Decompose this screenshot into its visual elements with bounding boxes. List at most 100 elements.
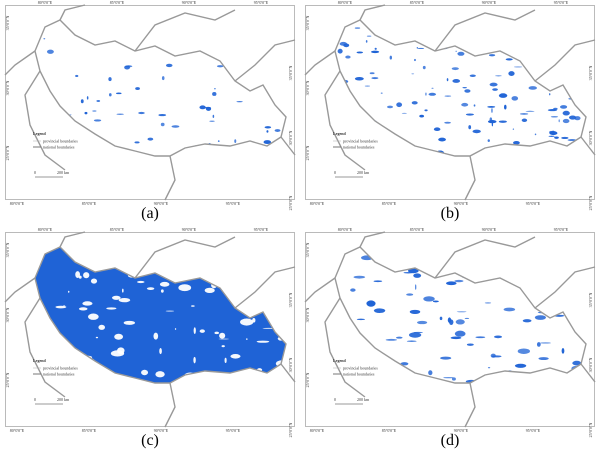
patch	[343, 43, 350, 48]
panel-label: (a)	[141, 205, 159, 222]
patch	[171, 125, 180, 128]
lon-label-top: 85°0'0"E	[110, 0, 125, 5]
boundary-line	[324, 297, 366, 398]
scale-end: 200 km	[357, 397, 370, 402]
lon-label-bottom: 80°0'0"E	[10, 201, 25, 206]
gap	[75, 271, 80, 279]
lat-label-right: 30°0'0"N	[588, 357, 593, 372]
patch	[525, 110, 535, 112]
patch	[487, 139, 490, 142]
boundary-line	[4, 50, 36, 76]
region-outline	[334, 19, 587, 157]
patch	[416, 47, 419, 49]
patch	[413, 273, 422, 278]
scale-start: 0	[34, 397, 36, 402]
patch	[489, 117, 493, 122]
patch	[80, 99, 84, 104]
lon-label-top: 95°0'0"E	[254, 227, 269, 232]
patch	[455, 319, 465, 325]
patch	[75, 74, 79, 78]
patch	[491, 355, 502, 358]
patch	[446, 78, 449, 82]
patch	[84, 111, 88, 115]
boundary-line	[359, 231, 386, 248]
gap	[123, 320, 136, 325]
patch	[522, 319, 532, 323]
lon-label-top: 85°0'0"E	[410, 0, 425, 5]
lat-label-right: 35°0'0"N	[588, 292, 593, 307]
boundary-line	[534, 266, 596, 309]
lon-label-bottom: 85°0'0"E	[82, 428, 97, 433]
gap	[224, 357, 227, 363]
patch	[374, 47, 377, 50]
patch	[96, 100, 101, 102]
patch	[135, 87, 140, 90]
patch	[165, 63, 173, 68]
patch	[487, 105, 496, 108]
patch	[440, 356, 452, 360]
patch	[380, 92, 383, 94]
gap	[68, 290, 70, 293]
patch	[451, 67, 459, 71]
gap	[136, 280, 145, 284]
patch	[464, 89, 471, 93]
patch	[450, 336, 462, 340]
patch	[364, 85, 371, 87]
patch	[214, 88, 216, 90]
lat-label-right: 30°0'0"N	[288, 357, 293, 372]
patch	[354, 76, 364, 81]
lat-label-right: 25°0'0"N	[588, 195, 593, 210]
patch	[457, 51, 465, 56]
gap	[83, 272, 90, 279]
patch	[528, 86, 537, 90]
legend-item: national boundaries	[343, 145, 375, 150]
patch	[161, 76, 165, 81]
patch	[266, 130, 269, 133]
lon-label-top: 90°0'0"E	[482, 0, 497, 5]
boundary-line	[134, 236, 236, 279]
patch	[562, 110, 570, 116]
patch	[93, 119, 102, 122]
lat-label-left: 30°0'0"N	[305, 80, 310, 95]
lon-label-bottom: 95°0'0"E	[526, 201, 541, 206]
lon-label-bottom: 95°0'0"E	[226, 428, 241, 433]
legend-item: provincial boundaries	[43, 139, 78, 144]
lon-label-bottom: 80°0'0"E	[310, 201, 325, 206]
lon-label-top: 80°0'0"E	[338, 227, 353, 232]
patch	[466, 343, 474, 346]
patch	[365, 39, 368, 43]
patch	[492, 88, 498, 91]
panel-label: (c)	[141, 432, 159, 449]
patch	[345, 55, 351, 59]
patch	[366, 300, 376, 307]
patch	[456, 311, 467, 313]
legend-item: national boundaries	[43, 372, 75, 377]
patch	[439, 316, 443, 321]
patch	[428, 370, 433, 376]
lat-label-right: 25°0'0"N	[588, 422, 593, 437]
legend-item: provincial boundaries	[43, 366, 78, 371]
patch	[562, 118, 570, 124]
patch	[423, 296, 435, 302]
patch	[484, 302, 492, 304]
patch	[396, 102, 403, 108]
lat-label-left: 25°0'0"N	[305, 372, 310, 387]
patch	[446, 281, 457, 286]
boundary-line	[580, 363, 596, 383]
patch	[558, 119, 560, 123]
boundary-line	[164, 382, 176, 428]
gap	[160, 289, 164, 293]
patch	[356, 51, 364, 54]
lat-label-left: 30°0'0"N	[5, 80, 10, 95]
patch	[415, 284, 417, 290]
gap	[178, 284, 192, 292]
patch	[513, 140, 520, 145]
patch	[473, 104, 476, 107]
patch	[236, 101, 243, 103]
lon-label-top: 90°0'0"E	[182, 227, 197, 232]
gap	[118, 298, 131, 303]
lat-label-right: 35°0'0"N	[288, 65, 293, 80]
lat-label-right: 35°0'0"N	[588, 65, 593, 80]
